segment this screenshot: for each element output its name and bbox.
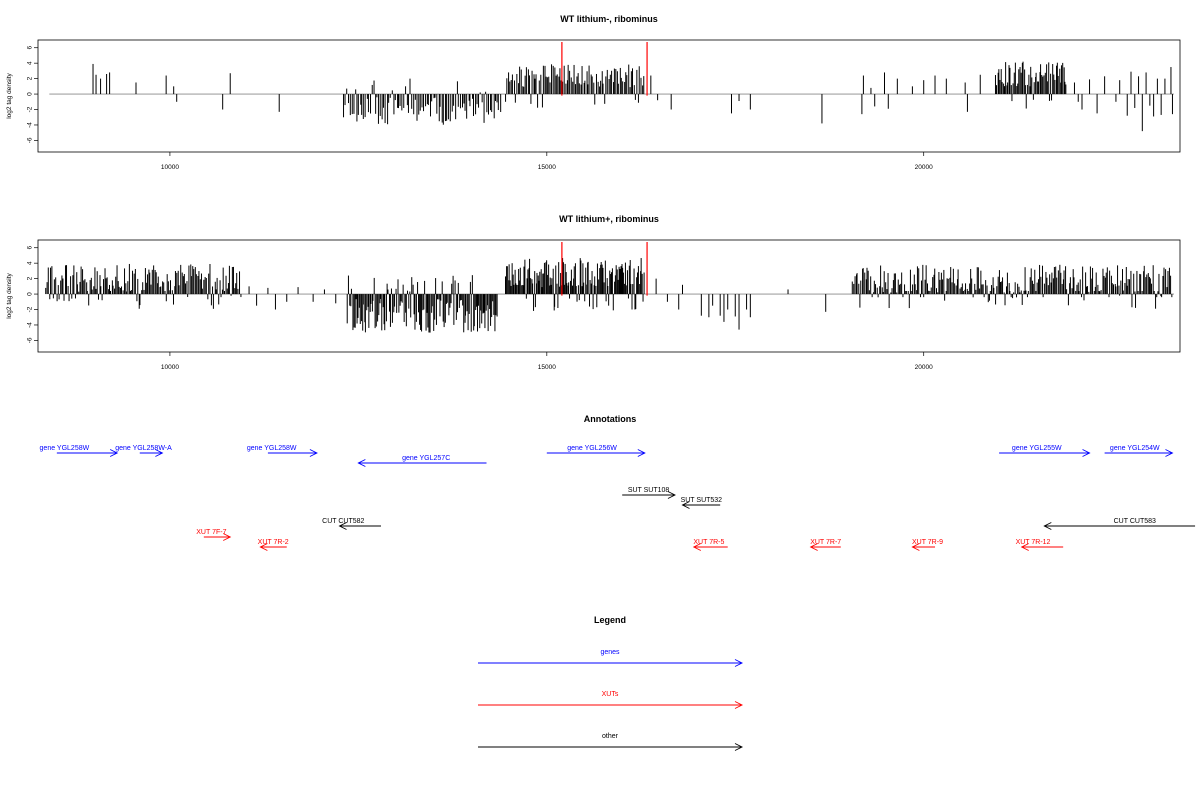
feature-arrow-head xyxy=(309,449,318,457)
x-tick-label: 15000 xyxy=(538,364,556,371)
panel-title: WT lithium-, ribominus xyxy=(560,14,658,24)
annotation-feature: gene YGL254W xyxy=(1104,445,1174,457)
feature-arrow-head xyxy=(667,491,676,499)
feature-label: CUT CUT582 xyxy=(322,518,364,525)
bar-marks xyxy=(45,242,1174,333)
feature-arrow-head xyxy=(1043,522,1052,530)
feature-label: gene YGL258W xyxy=(247,445,297,452)
annotation-feature: XUT 7R-2 xyxy=(258,539,289,551)
feature-arrow-head xyxy=(1020,543,1029,551)
feature-arrow-head xyxy=(637,449,646,457)
feature-arrow-head xyxy=(109,449,119,457)
annotation-feature: SUT SUT532 xyxy=(681,497,723,509)
legend-entry: other xyxy=(478,733,744,751)
y-tick-label: 0 xyxy=(27,292,34,296)
legend-arrow-head xyxy=(734,743,744,751)
feature-label: XUT 7F-7 xyxy=(196,529,226,536)
annotation-feature: gene YGL258W xyxy=(247,445,318,457)
y-tick-label: -2 xyxy=(27,106,34,112)
feature-arrow-head xyxy=(1165,449,1174,457)
annotation-feature: gene YGL258W xyxy=(40,445,119,457)
y-tick-label: 0 xyxy=(27,92,34,96)
feature-arrow-head xyxy=(681,501,690,509)
feature-arrow-head xyxy=(809,543,818,551)
feature-arrow-head xyxy=(357,459,366,467)
feature-label: gene YGL258W-A xyxy=(115,445,172,452)
annotation-feature: gene YGL255W xyxy=(999,445,1091,457)
legend-entry: genes xyxy=(478,649,744,667)
y-tick-label: 6 xyxy=(27,46,34,50)
annotation-feature: gene YGL256W xyxy=(546,445,646,457)
feature-arrow-head xyxy=(155,449,164,457)
feature-label: CUT CUT583 xyxy=(1114,518,1156,525)
annotations-title: Annotations xyxy=(584,414,637,424)
y-tick-label: 4 xyxy=(27,261,34,265)
x-tick-label: 10000 xyxy=(161,164,179,171)
feature-label: gene YGL257C xyxy=(402,455,450,462)
annotations-track: Annotations gene YGL258W gene YGL258W-A ge… xyxy=(40,414,1196,551)
legend-label: XUTs xyxy=(602,691,619,698)
y-tick-label: 6 xyxy=(27,246,34,250)
panel-lithium-minus: WT lithium-, ribominus log2 tag density … xyxy=(6,14,1181,171)
feature-arrow-head xyxy=(259,543,268,551)
annotation-feature: gene YGL258W-A xyxy=(115,445,172,457)
feature-label: XUT 7R-7 xyxy=(810,539,841,546)
legend-label: genes xyxy=(600,649,620,656)
plot-frame xyxy=(37,39,1181,153)
x-tick-label: 20000 xyxy=(915,164,933,171)
feature-label: gene YGL256W xyxy=(567,445,617,452)
feature-label: gene YGL258W xyxy=(40,445,90,452)
annotation-feature: CUT CUT582 xyxy=(322,518,381,530)
annotation-feature: XUT 7F-7 xyxy=(196,529,232,541)
y-axis-label: log2 tag density xyxy=(6,72,13,118)
y-axis-label: log2 tag density xyxy=(6,272,13,318)
feature-label: XUT 7R-9 xyxy=(912,539,943,546)
axes: -6 -4 -2 0 2 4 6 10000 15000 20000 xyxy=(27,246,934,371)
feature-arrow-head xyxy=(1082,449,1091,457)
feature-arrow-head xyxy=(338,522,347,530)
axes: -6 -4 -2 0 2 4 6 10000 15000 20000 xyxy=(27,46,934,171)
y-tick-label: -6 xyxy=(27,337,34,343)
feature-arrow-head xyxy=(911,543,920,551)
feature-label: SUT SUT108 xyxy=(628,487,670,494)
y-tick-label: -4 xyxy=(27,322,34,328)
legend-arrow-head xyxy=(734,659,744,667)
feature-label: SUT SUT532 xyxy=(681,497,723,504)
legend-entry: XUTs xyxy=(478,691,744,709)
y-tick-label: -2 xyxy=(27,306,34,312)
feature-label: XUT 7R-12 xyxy=(1016,539,1051,546)
bar-marks xyxy=(49,42,1174,132)
x-tick-label: 15000 xyxy=(538,164,556,171)
legend-items: genes XUTs other xyxy=(478,649,744,751)
feature-label: XUT 7R-5 xyxy=(693,539,724,546)
annotation-feature: XUT 7R-5 xyxy=(692,539,728,551)
feature-arrow-head xyxy=(692,543,702,551)
annotation-feature: XUT 7R-9 xyxy=(911,539,943,551)
legend: Legend genes XUTs other xyxy=(478,615,744,751)
legend-title: Legend xyxy=(594,615,626,625)
feature-label: gene YGL254W xyxy=(1110,445,1160,452)
annotation-items: gene YGL258W gene YGL258W-A gene YGL258W ge… xyxy=(40,445,1196,551)
annotation-feature: SUT SUT108 xyxy=(622,487,676,499)
x-tick-label: 20000 xyxy=(915,364,933,371)
y-tick-label: 2 xyxy=(27,276,34,280)
y-tick-label: -6 xyxy=(27,137,34,143)
plot-frame xyxy=(37,239,1181,353)
annotation-feature: XUT 7R-12 xyxy=(1016,539,1064,551)
annotation-feature: gene YGL257C xyxy=(357,455,487,467)
y-tick-label: 4 xyxy=(27,61,34,65)
feature-arrow-head xyxy=(223,533,232,541)
panel-lithium-plus: WT lithium+, ribominus log2 tag density … xyxy=(6,214,1181,371)
legend-arrow-head xyxy=(734,701,744,709)
x-tick-label: 10000 xyxy=(161,364,179,371)
annotation-feature: CUT CUT583 xyxy=(1043,518,1196,530)
feature-label: gene YGL255W xyxy=(1012,445,1062,452)
y-tick-label: -4 xyxy=(27,122,34,128)
legend-label: other xyxy=(602,733,619,740)
annotation-feature: XUT 7R-7 xyxy=(809,539,841,551)
panel-title: WT lithium+, ribominus xyxy=(559,214,659,224)
y-tick-label: 2 xyxy=(27,76,34,80)
feature-label: XUT 7R-2 xyxy=(258,539,289,546)
